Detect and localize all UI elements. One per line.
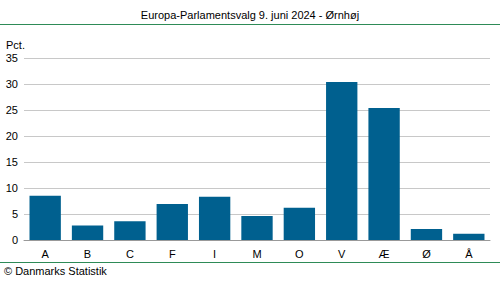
svg-text:I: I bbox=[213, 248, 216, 260]
svg-text:25: 25 bbox=[6, 104, 18, 116]
svg-text:A: A bbox=[42, 248, 50, 260]
svg-text:15: 15 bbox=[6, 156, 18, 168]
svg-text:0: 0 bbox=[12, 234, 18, 246]
svg-text:C: C bbox=[126, 248, 134, 260]
svg-text:V: V bbox=[338, 248, 346, 260]
svg-text:Europa-Parlamentsvalg 9. juni: Europa-Parlamentsvalg 9. juni 2024 - Ørn… bbox=[141, 9, 359, 21]
svg-text:Å: Å bbox=[465, 248, 473, 260]
svg-text:O: O bbox=[295, 248, 304, 260]
svg-text:30: 30 bbox=[6, 78, 18, 90]
svg-text:M: M bbox=[252, 248, 261, 260]
svg-text:10: 10 bbox=[6, 182, 18, 194]
svg-text:5: 5 bbox=[12, 208, 18, 220]
svg-text:© Danmarks Statistik: © Danmarks Statistik bbox=[4, 265, 107, 277]
svg-text:Ø: Ø bbox=[422, 248, 431, 260]
svg-text:35: 35 bbox=[6, 52, 18, 64]
svg-text:Æ: Æ bbox=[379, 248, 390, 260]
svg-text:20: 20 bbox=[6, 130, 18, 142]
svg-text:Pct.: Pct. bbox=[6, 39, 25, 51]
svg-text:F: F bbox=[169, 248, 176, 260]
svg-text:B: B bbox=[84, 248, 91, 260]
